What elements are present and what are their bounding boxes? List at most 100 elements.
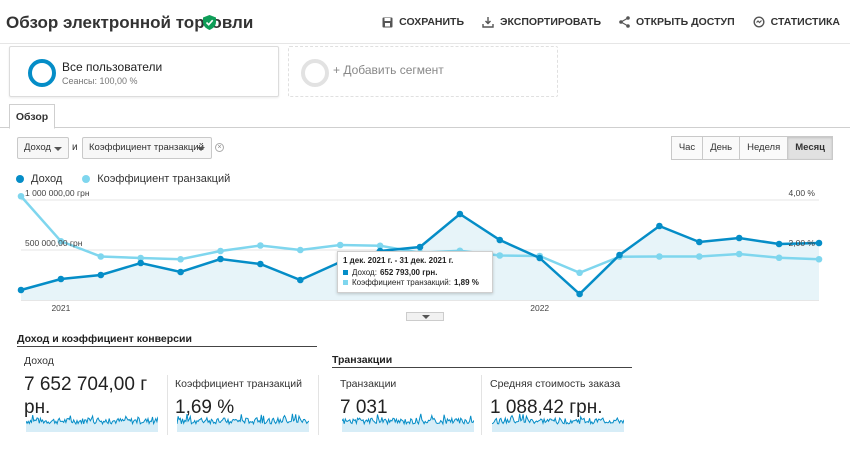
metric1-value: Доход: [24, 142, 51, 153]
add-segment-button[interactable]: + Добавить сегмент: [288, 46, 558, 97]
tooltip-revenue-row: Доход: 652 793,00 грн.: [343, 268, 487, 277]
summary-underline: [17, 346, 317, 347]
data-point-conversion: [775, 254, 783, 262]
tooltip-conversion-row: Коэффициент транзакций: 1,89 %: [343, 278, 487, 287]
sparkline-conversion: [177, 413, 309, 432]
segment-all-users[interactable]: Все пользователи Сеансы: 100,00 %: [9, 46, 279, 97]
summary-underline: [332, 367, 632, 368]
data-point-revenue: [616, 251, 623, 259]
legend-item-revenue[interactable]: Доход: [16, 173, 62, 185]
save-button[interactable]: СОХРАНИТЬ: [382, 16, 464, 28]
data-point-conversion: [376, 242, 384, 250]
data-point-revenue: [456, 210, 464, 218]
metric2-dropdown[interactable]: Коэффициент транзакций: [82, 137, 212, 159]
tab-overview[interactable]: Обзор: [9, 104, 55, 129]
insights-icon: [753, 16, 765, 28]
legend-label-conversion: Коэффициент транзакций: [97, 173, 231, 185]
data-point-revenue: [576, 290, 583, 298]
data-point-revenue: [696, 238, 703, 246]
segment-sessions: Сеансы: 100,00 %: [62, 76, 138, 86]
save-label: СОХРАНИТЬ: [399, 16, 465, 28]
collapse-chart-button[interactable]: [406, 312, 444, 321]
add-segment-label: + Добавить сегмент: [333, 63, 444, 77]
insights-label: СТАТИСТИКА: [770, 16, 840, 28]
sparkline-area: [342, 413, 474, 432]
tooltip-revenue-swatch: [343, 270, 348, 275]
metric-conversion-label: Коэффициент транзакций: [175, 378, 302, 390]
metric-transactions[interactable]: Транзакции 7 031: [340, 378, 396, 419]
page-title: Обзор электронной торговли: [6, 13, 254, 32]
data-point-conversion: [177, 255, 184, 263]
share-label: ОТКРЫТЬ ДОСТУП: [636, 16, 735, 28]
x-tick-label: 2022: [530, 303, 549, 313]
legend-item-conversion[interactable]: Коэффициент транзакций: [82, 173, 230, 185]
sparkline-line: [26, 414, 158, 426]
data-point-conversion: [815, 255, 823, 263]
insights-button[interactable]: СТАТИСТИКА: [753, 16, 840, 28]
segment-ring-icon: [28, 59, 56, 87]
metric-conversion[interactable]: Коэффициент транзакций 1,69 %: [175, 378, 302, 419]
data-point-revenue: [257, 260, 264, 268]
sparkline-line: [492, 413, 624, 426]
sparkline-transactions: [342, 413, 474, 432]
legend-dot-conversion: [82, 175, 91, 183]
metric-revenue-label: Доход: [24, 355, 54, 367]
export-icon: [482, 16, 494, 28]
data-point-conversion: [217, 247, 224, 255]
metric-avg-order-value: 1 088,42 грн.: [490, 397, 603, 418]
metric1-dropdown[interactable]: Доход: [17, 137, 69, 159]
data-point-revenue: [177, 268, 184, 276]
share-button[interactable]: ОТКРЫТЬ ДОСТУП: [619, 16, 735, 28]
metric-avg-order[interactable]: Средняя стоимость заказа 1 088,42 грн.: [490, 378, 620, 419]
data-point-conversion: [336, 241, 344, 249]
sparkline-area: [177, 413, 309, 432]
data-point-conversion: [696, 253, 703, 260]
period-month-button[interactable]: Месяц: [787, 136, 833, 160]
period-day-button[interactable]: День: [702, 136, 741, 160]
metric-conversion-value: 1,69 %: [175, 397, 235, 418]
report-header: Обзор электронной торговли СОХРАНИТЬ ЭКС…: [0, 0, 850, 44]
data-point-conversion: [576, 269, 583, 277]
period-hour-button[interactable]: Час: [670, 136, 704, 160]
chevron-down-icon: [422, 315, 430, 319]
data-point-conversion: [297, 246, 304, 254]
share-icon: [619, 16, 630, 28]
sparkline-line: [177, 413, 309, 426]
chevron-down-icon: [54, 147, 62, 151]
data-point-revenue: [137, 259, 144, 267]
period-week-button[interactable]: Неделя: [739, 136, 789, 160]
data-point-conversion: [17, 192, 25, 200]
segment-name: Все пользователи: [62, 60, 163, 74]
data-point-revenue: [97, 271, 105, 279]
tooltip-conversion-swatch: [343, 280, 348, 285]
data-point-conversion: [735, 250, 743, 258]
metric-transactions-value: 7 031: [340, 397, 388, 418]
data-point-revenue: [217, 255, 224, 263]
metric-revenue[interactable]: Доход 7 652 704,00 г рн.: [24, 355, 164, 419]
verified-shield-icon: [203, 15, 216, 30]
data-point-revenue: [17, 286, 25, 294]
data-point-conversion: [137, 254, 144, 262]
sparkline-area: [492, 413, 624, 432]
tooltip-date: 1 дек. 2021 г. - 31 дек. 2021 г.: [343, 256, 454, 265]
y-left-tick-label: 1 000 000,00 грн: [25, 190, 90, 198]
period-selector: Час День Неделя Месяц: [670, 136, 833, 160]
data-point-conversion: [57, 237, 65, 245]
tooltip-revenue-label: Доход:: [352, 268, 377, 277]
data-point-revenue: [815, 239, 823, 247]
y-right-tick-label: 2,00 %: [789, 238, 816, 248]
tooltip-conversion-value: 1,89 %: [453, 278, 479, 287]
metric-revenue-value: 7 652 704,00 г рн.: [24, 374, 148, 418]
data-point-revenue: [536, 254, 543, 262]
y-right-tick-label: 4,00 %: [789, 190, 816, 198]
metric-transactions-label: Транзакции: [340, 378, 397, 390]
metric2-value: Коэффициент транзакций: [89, 142, 204, 153]
export-button[interactable]: ЭКСПОРТИРОВАТЬ: [482, 16, 601, 28]
data-point-conversion: [656, 253, 663, 260]
y-left-tick-label: 500 000,00 грн: [25, 238, 83, 248]
divider: [167, 375, 168, 435]
divider: [318, 375, 319, 435]
sparkline-line: [342, 413, 474, 426]
chevron-down-icon: [197, 147, 205, 151]
clear-metric-icon[interactable]: ×: [215, 143, 224, 152]
